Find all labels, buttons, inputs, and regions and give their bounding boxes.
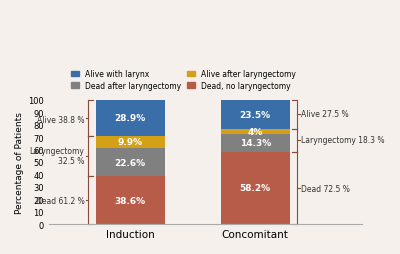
- Bar: [96, 148, 164, 177]
- Text: 38.6%: 38.6%: [114, 196, 146, 205]
- Text: Laryngectomy
32.5 %: Laryngectomy 32.5 %: [30, 146, 84, 166]
- Text: Laryngectomy 18.3 %: Laryngectomy 18.3 %: [301, 135, 384, 145]
- Text: 28.9%: 28.9%: [114, 114, 146, 123]
- Text: 23.5%: 23.5%: [240, 110, 271, 119]
- Y-axis label: Percentage of Patients: Percentage of Patients: [15, 112, 24, 213]
- Text: 9.9%: 9.9%: [118, 138, 143, 147]
- Bar: [96, 177, 164, 224]
- Text: Dead 61.2 %: Dead 61.2 %: [36, 196, 84, 205]
- Text: Dead 72.5 %: Dead 72.5 %: [301, 184, 350, 193]
- Text: 58.2%: 58.2%: [240, 184, 271, 193]
- Text: Alive 27.5 %: Alive 27.5 %: [301, 109, 348, 118]
- Text: 22.6%: 22.6%: [114, 158, 146, 167]
- Bar: [221, 130, 290, 134]
- Legend: Alive with larynx, Dead after laryngectomy, Alive after laryngectomy, Dead, no l: Alive with larynx, Dead after laryngecto…: [68, 67, 299, 93]
- Bar: [221, 100, 290, 130]
- Bar: [96, 136, 164, 148]
- Text: 4%: 4%: [248, 128, 263, 136]
- Bar: [96, 100, 164, 136]
- Text: 14.3%: 14.3%: [240, 139, 271, 148]
- Bar: [221, 152, 290, 224]
- Text: Alive 38.8 %: Alive 38.8 %: [37, 116, 84, 125]
- Bar: [221, 134, 290, 152]
